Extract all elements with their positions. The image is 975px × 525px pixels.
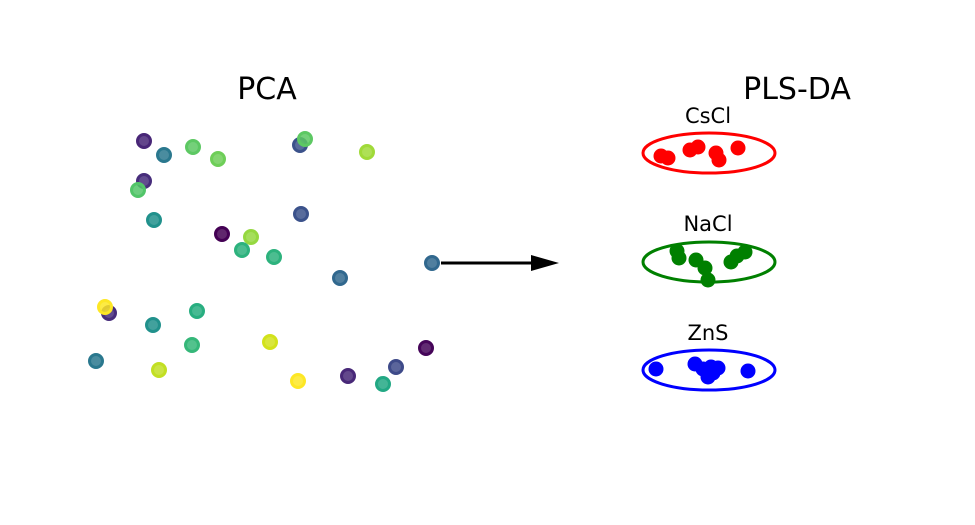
pca-point [332, 270, 348, 286]
pca-point [359, 144, 375, 160]
pca-point [88, 353, 104, 369]
group-point-zns [648, 361, 664, 377]
arrow [441, 255, 559, 271]
group-label-zns: ZnS [687, 321, 728, 345]
pca-point [243, 229, 259, 245]
group-point-zns [740, 363, 756, 379]
pca-point [293, 206, 309, 222]
pca-point [151, 362, 167, 378]
group-ellipse-zns [641, 348, 777, 392]
group-ellipse-cscl [641, 131, 777, 175]
pca-point [136, 133, 152, 149]
group-point-cscl [660, 150, 676, 166]
pca-point [262, 334, 278, 350]
pca-point [214, 226, 230, 242]
pca-point [266, 249, 282, 265]
group-zns: ZnS [641, 321, 777, 392]
group-point-zns [703, 359, 719, 375]
pca-point [388, 359, 404, 375]
pca-point [184, 337, 200, 353]
group-point-nacl [697, 260, 713, 276]
pca-point [297, 131, 313, 147]
pca-point [130, 182, 146, 198]
pca-point [146, 212, 162, 228]
group-label-cscl: CsCl [685, 104, 731, 128]
group-point-nacl [737, 244, 753, 260]
group-label-nacl: NaCl [683, 212, 732, 236]
group-point-cscl [730, 140, 746, 156]
pca-point [156, 147, 172, 163]
pca-point [97, 299, 113, 315]
pca-scatter [88, 131, 440, 392]
group-point-nacl [700, 272, 716, 288]
group-points-zns [648, 356, 756, 385]
group-points-nacl [669, 243, 753, 288]
group-cscl: CsCl [641, 104, 777, 175]
pca-point [424, 255, 440, 271]
plsda-title: PLS-DA [743, 72, 851, 107]
pca-point [234, 242, 250, 258]
group-point-cscl [690, 139, 706, 155]
group-points-cscl [653, 139, 746, 168]
group-nacl: NaCl [641, 212, 777, 288]
pca-point [290, 373, 306, 389]
pca-point [418, 340, 434, 356]
pca-point [210, 151, 226, 167]
pca-point [375, 376, 391, 392]
pca-point [185, 139, 201, 155]
pca-title: PCA [237, 72, 297, 107]
pca-point [340, 368, 356, 384]
pca-point [189, 303, 205, 319]
group-point-cscl [711, 152, 727, 168]
group-point-nacl [671, 250, 687, 266]
pca-point [145, 317, 161, 333]
arrow-head [531, 255, 559, 271]
